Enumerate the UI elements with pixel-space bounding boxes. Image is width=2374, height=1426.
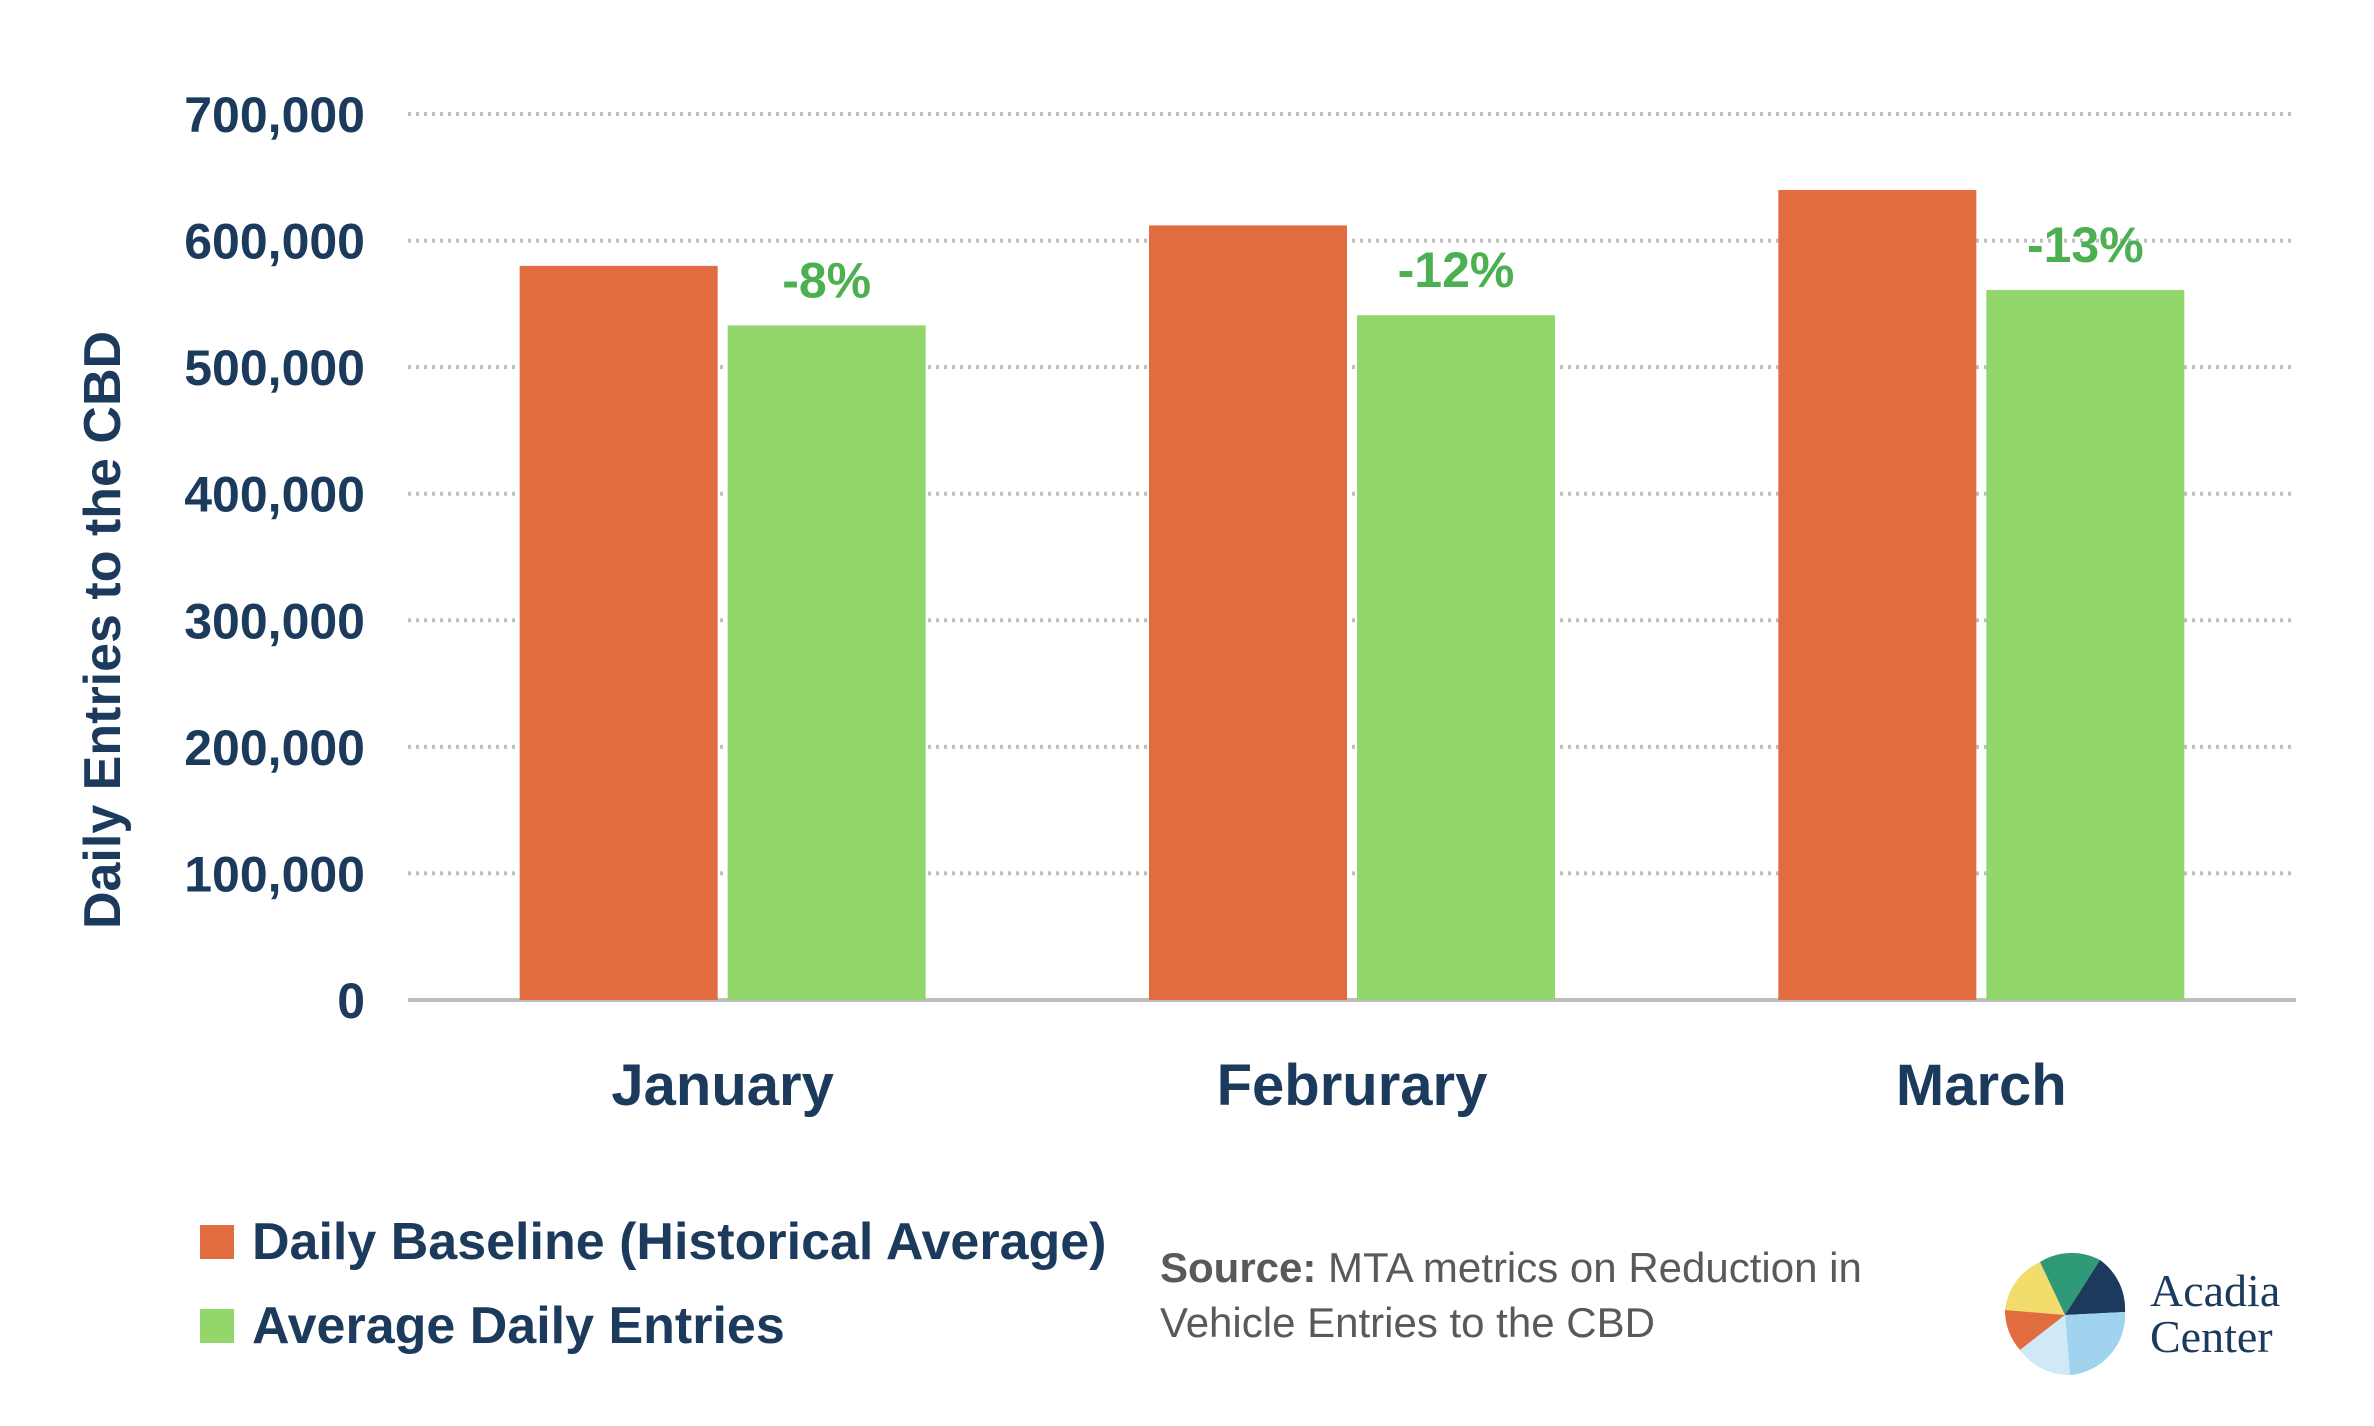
legend-swatch-entries (200, 1309, 234, 1343)
bar-entries-februrary (1357, 315, 1555, 1001)
y-tick-label: 700,000 (184, 87, 365, 143)
y-axis-ticks: 0 100,000 200,000 300,000 400,000 500,000 600,… (184, 87, 365, 1029)
y-tick-label: 300,000 (184, 593, 365, 649)
x-tick-label: Februrary (1217, 1053, 1488, 1118)
logo-mark-icon (2004, 1252, 2126, 1376)
legend-item-baseline: Daily Baseline (Historical Average) (200, 1200, 1107, 1284)
bar-baseline-march (1778, 189, 1977, 1000)
source-note: Source: MTA metrics on Reduction in Vehi… (1160, 1240, 1920, 1350)
data-label: -8% (782, 252, 871, 308)
y-tick-label: 200,000 (184, 720, 365, 776)
data-labels: -8% -12% -13% (782, 217, 2143, 308)
bars (519, 189, 2185, 1001)
legend-label-entries: Average Daily Entries (252, 1297, 785, 1355)
x-tick-label: March (1896, 1053, 2067, 1118)
bar-baseline-january (519, 265, 718, 1000)
legend: Daily Baseline (Historical Average) Aver… (200, 1200, 1107, 1368)
y-tick-label: 600,000 (184, 214, 365, 270)
bar-entries-january (727, 325, 926, 1001)
x-tick-label: January (611, 1053, 833, 1118)
logo-text: Acadia Center (2150, 1268, 2280, 1360)
source-text: MTA metrics on Reduction in Vehicle Entr… (1160, 1244, 1862, 1346)
x-axis-ticks: January Februrary March (611, 1053, 2066, 1118)
legend-item-entries: Average Daily Entries (200, 1284, 1107, 1368)
y-tick-label: 100,000 (184, 846, 365, 902)
bar-baseline-februrary (1149, 225, 1347, 1000)
bar-chart: 0 100,000 200,000 300,000 400,000 500,000 600,… (74, 87, 2296, 1118)
bar-entries-march (1986, 289, 2185, 1000)
y-tick-label: 500,000 (184, 340, 365, 396)
gridlines (408, 112, 2296, 1002)
y-axis-label: Daily Entries to the CBD (74, 331, 132, 929)
source-label: Source: (1160, 1244, 1317, 1291)
legend-swatch-baseline (200, 1225, 234, 1259)
logo-text-line2: Center (2150, 1311, 2273, 1362)
y-tick-label: 400,000 (184, 467, 365, 523)
data-label: -13% (2027, 217, 2144, 273)
legend-label-baseline: Daily Baseline (Historical Average) (252, 1213, 1107, 1271)
data-label: -12% (1398, 242, 1515, 298)
acadia-center-logo: Acadia Center (2000, 1250, 2320, 1380)
logo-text-line1: Acadia (2150, 1265, 2281, 1316)
y-tick-label: 0 (337, 973, 365, 1029)
